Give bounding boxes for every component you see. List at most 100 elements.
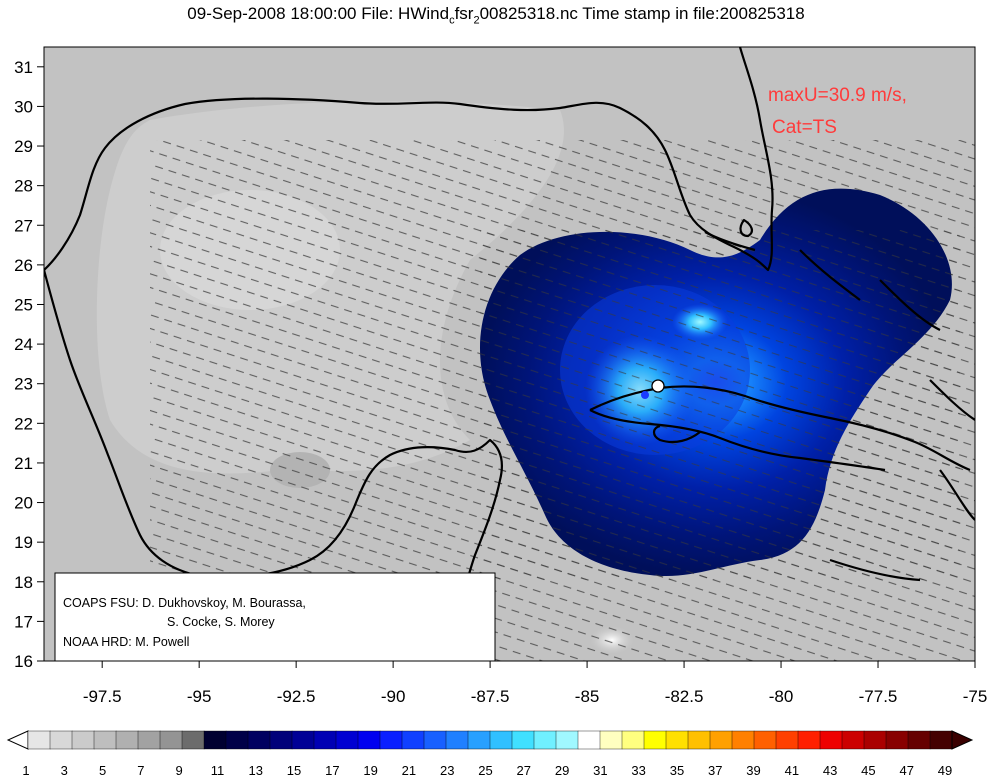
colorbar-swatch bbox=[401, 730, 425, 750]
y-tick-label: 23 bbox=[14, 375, 33, 394]
y-tick-label: 17 bbox=[14, 612, 33, 631]
colorbar: 1 3 5 7 9 11 13 15 17 19 21 23 25 27 29 31 33 35 37 39 41 43 4… bbox=[6, 730, 974, 778]
jamaica-coastline bbox=[829, 558, 921, 582]
colorbar-label: 5 bbox=[99, 763, 106, 778]
x-tick-label: -82.5 bbox=[665, 687, 704, 706]
colorbar-swatch bbox=[247, 730, 271, 750]
isle-of-youth-coastline bbox=[652, 424, 701, 444]
colorbar-swatch bbox=[731, 730, 755, 750]
credits-line-3: NOAA HRD: M. Powell bbox=[63, 635, 189, 649]
colorbar-label: 39 bbox=[746, 763, 760, 778]
colorbar-label: 21 bbox=[402, 763, 416, 778]
colorbar-swatch bbox=[555, 730, 579, 750]
colorbar-swatch bbox=[577, 730, 601, 750]
map-plot-area bbox=[44, 47, 975, 661]
colorbar-label: 43 bbox=[823, 763, 837, 778]
storm-eye-icon bbox=[641, 391, 649, 399]
storm-wind-vectors bbox=[480, 230, 960, 580]
colorbar-swatch bbox=[929, 730, 953, 750]
y-axis: 31 30 29 28 27 26 25 24 23 22 21 20 19 18 17 16 bbox=[14, 58, 44, 671]
colorbar-label: 13 bbox=[249, 763, 263, 778]
colorbar-label: 15 bbox=[287, 763, 301, 778]
colorbar-swatch bbox=[357, 730, 381, 750]
colorbar-swatch bbox=[71, 730, 95, 750]
colorbar-swatch bbox=[335, 730, 359, 750]
colorbar-swatch bbox=[885, 730, 909, 750]
colorbar-swatch bbox=[775, 730, 799, 750]
colorbar-label: 11 bbox=[211, 763, 225, 778]
colorbar-label: 31 bbox=[593, 763, 607, 778]
florida-keys bbox=[704, 231, 756, 252]
colorbar-label: 23 bbox=[440, 763, 454, 778]
credits-box bbox=[54, 572, 496, 662]
colorbar-label: 19 bbox=[363, 763, 377, 778]
x-tick-label: -90 bbox=[381, 687, 406, 706]
max-wind-label: maxU=30.9 m/s, bbox=[768, 85, 907, 106]
colorbar-max-arrow bbox=[951, 730, 974, 750]
y-tick-label: 27 bbox=[14, 216, 33, 235]
x-tick-label: -95 bbox=[187, 687, 212, 706]
colorbar-swatch bbox=[27, 730, 51, 750]
colorbar-swatch bbox=[225, 730, 249, 750]
colorbar-label: 33 bbox=[631, 763, 645, 778]
colorbar-swatch bbox=[181, 730, 205, 750]
colorbar-swatch bbox=[445, 730, 469, 750]
y-tick-label: 16 bbox=[14, 652, 33, 671]
colorbar-swatch bbox=[49, 730, 73, 750]
x-tick-label: -75 bbox=[963, 687, 988, 706]
y-tick-label: 28 bbox=[14, 177, 33, 196]
y-tick-label: 22 bbox=[14, 414, 33, 433]
y-tick-label: 26 bbox=[14, 256, 33, 275]
colorbar-label: 35 bbox=[670, 763, 684, 778]
x-tick-label: -97.5 bbox=[83, 687, 122, 706]
colorbar-label: 17 bbox=[325, 763, 339, 778]
colorbar-label: 37 bbox=[708, 763, 722, 778]
colorbar-label: 25 bbox=[478, 763, 492, 778]
colorbar-swatch bbox=[687, 730, 711, 750]
colorbar-swatch bbox=[467, 730, 491, 750]
colorbar-swatch bbox=[753, 730, 777, 750]
colorbar-swatch bbox=[863, 730, 887, 750]
y-tick-label: 24 bbox=[14, 335, 33, 354]
colorbar-swatch bbox=[511, 730, 535, 750]
y-tick-label: 25 bbox=[14, 295, 33, 314]
y-tick-label: 19 bbox=[14, 533, 33, 552]
colorbar-swatch bbox=[907, 730, 931, 750]
colorbar-label: 49 bbox=[938, 763, 952, 778]
colorbar-swatch bbox=[291, 730, 315, 750]
colorbar-swatch bbox=[159, 730, 183, 750]
x-tick-label: -77.5 bbox=[859, 687, 898, 706]
x-tick-label: -85 bbox=[575, 687, 600, 706]
storm-category-label: Cat=TS bbox=[772, 117, 837, 138]
colorbar-swatch bbox=[115, 730, 139, 750]
colorbar-swatch bbox=[93, 730, 117, 750]
colorbar-label: 47 bbox=[899, 763, 913, 778]
x-tick-label: -87.5 bbox=[471, 687, 510, 706]
colorbar-swatch bbox=[665, 730, 689, 750]
bahamas-coastline bbox=[799, 249, 975, 421]
storm-center-marker bbox=[651, 379, 665, 393]
colorbar-swatch bbox=[533, 730, 557, 750]
map-title: 09-Sep-2008 18:00:00 File: HWindcfsr2008… bbox=[187, 4, 805, 27]
colorbar-label: 1 bbox=[22, 763, 29, 778]
x-tick-label: -92.5 bbox=[277, 687, 316, 706]
colorbar-swatch bbox=[379, 730, 403, 750]
colorbar-swatch bbox=[599, 730, 623, 750]
colorbar-swatch bbox=[621, 730, 645, 750]
colorbar-label: 29 bbox=[555, 763, 569, 778]
colorbar-swatch bbox=[203, 730, 227, 750]
colorbar-swatch bbox=[269, 730, 293, 750]
y-tick-label: 18 bbox=[14, 573, 33, 592]
y-tick-label: 31 bbox=[14, 58, 33, 77]
y-tick-label: 20 bbox=[14, 494, 33, 513]
colorbar-label: 3 bbox=[61, 763, 68, 778]
mexico-coastline bbox=[44, 269, 504, 661]
colorbar-swatch bbox=[797, 730, 821, 750]
colorbar-label: 7 bbox=[137, 763, 144, 778]
x-axis: -97.5 -95 -92.5 -90 -87.5 -85 -82.5 -80 -77.5 -75 bbox=[83, 661, 987, 706]
y-tick-label: 30 bbox=[14, 97, 33, 116]
lake-okeechobee bbox=[739, 218, 754, 238]
plot-frame bbox=[43, 46, 976, 662]
colorbar-swatch bbox=[137, 730, 161, 750]
